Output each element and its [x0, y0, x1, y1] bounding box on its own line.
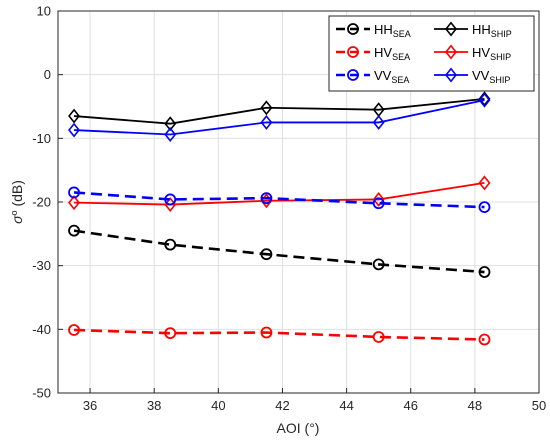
- data-point-circle: [260, 248, 273, 261]
- data-point-diamond: [68, 122, 81, 138]
- legend-label-subscript: SEA: [392, 52, 410, 62]
- data-point-diamond: [478, 92, 491, 108]
- series-line: [73, 191, 485, 209]
- series-line: [73, 99, 485, 136]
- data-point-circle: [478, 266, 491, 278]
- legend-label-subscript: SHIP: [491, 29, 512, 39]
- legend-entry: HHSEA: [336, 22, 411, 39]
- x-tick-label: 46: [403, 398, 417, 413]
- legend-label-subscript: SHIP: [490, 52, 511, 62]
- y-axis-label: σo (dB): [9, 180, 25, 224]
- data-point-circle: [260, 326, 273, 339]
- series-vv-ship: [68, 92, 491, 142]
- series-hv-sea: [68, 324, 491, 346]
- y-tick-label: 0: [44, 67, 51, 82]
- data-point-diamond: [372, 191, 385, 207]
- y-tick-label: -50: [32, 386, 51, 401]
- series-line: [73, 97, 485, 125]
- y-axis-label-unit: (dB): [9, 180, 25, 210]
- series-layer: [68, 91, 491, 346]
- legend-marker-diamond: [445, 67, 457, 83]
- x-axis: 36 38 40 42 44 46 48 50: [83, 388, 546, 413]
- legend-label: HHSHIP: [472, 22, 512, 39]
- x-axis-label: AOI (°): [277, 420, 320, 436]
- legend-label-name: HH: [472, 22, 491, 37]
- legend-entry: HVSHIP: [434, 44, 511, 62]
- legend-label: HVSHIP: [472, 45, 511, 62]
- legend-label-subscript: SEA: [393, 29, 411, 39]
- data-point-circle: [260, 192, 273, 205]
- data-point-diamond: [68, 195, 81, 211]
- legend-entry: HHSHIP: [434, 21, 512, 39]
- y-tick-label: -20: [32, 195, 51, 210]
- y-axis-label-sup: o: [9, 210, 19, 215]
- y-tick-label: 10: [37, 4, 51, 19]
- data-point-circle: [68, 324, 80, 336]
- legend-marker-diamond: [445, 44, 457, 60]
- x-tick-label: 38: [147, 398, 161, 413]
- legend-box: [328, 15, 535, 92]
- legend-label: HHSEA: [374, 22, 411, 39]
- legend-marker-diamond: [445, 21, 457, 37]
- data-point-diamond: [478, 175, 491, 191]
- legend-label-name: VV: [374, 68, 392, 83]
- legend-entry: HVSEA: [336, 45, 410, 62]
- legend-label: VVSHIP: [472, 68, 510, 85]
- legend-marker-circle: [347, 46, 359, 58]
- data-point-circle: [372, 331, 385, 343]
- data-point-diamond: [260, 100, 273, 116]
- data-point-diamond: [164, 127, 177, 142]
- data-point-circle: [68, 186, 80, 199]
- x-tick-label: 40: [211, 398, 225, 413]
- data-point-circle: [68, 224, 80, 237]
- series-line: [73, 229, 485, 274]
- legend-label-name: HV: [472, 45, 490, 60]
- legend-entry: VVSEA: [336, 68, 409, 85]
- legend-entry: VVSHIP: [434, 67, 510, 85]
- y-axis-label-symbol: σ: [9, 215, 25, 224]
- data-point-diamond: [372, 114, 385, 130]
- data-point-circle: [164, 327, 177, 340]
- legend-label: VVSEA: [374, 68, 409, 85]
- legend-label-subscript: SEA: [391, 75, 409, 85]
- y-axis: 10 0 -10 -20 -30 -40 -50: [32, 4, 63, 401]
- y-tick-label: -30: [32, 258, 51, 273]
- data-point-circle: [372, 197, 385, 210]
- x-tick-label: 48: [468, 398, 482, 413]
- data-point-circle: [478, 201, 491, 213]
- series-line: [73, 328, 485, 341]
- legend-label-subscript: SHIP: [489, 75, 510, 85]
- data-point-circle: [478, 333, 491, 346]
- data-point-circle: [164, 238, 177, 251]
- legend-marker-circle: [347, 23, 359, 35]
- data-point-diamond: [164, 116, 177, 132]
- series-line: [74, 182, 485, 206]
- x-tick-label: 36: [83, 398, 97, 413]
- y-tick-label: -10: [32, 131, 51, 146]
- x-tick-label: 50: [532, 398, 546, 413]
- series-vv-sea: [68, 186, 491, 213]
- series-hh-sea: [68, 224, 491, 278]
- y-tick-label: -40: [32, 322, 51, 337]
- legend-label-name: VV: [472, 68, 490, 83]
- legend-marker-circle: [347, 69, 359, 81]
- legend-label-name: HV: [374, 45, 392, 60]
- x-tick-label: 44: [339, 398, 353, 413]
- data-point-diamond: [260, 114, 273, 130]
- legend-label: HVSEA: [374, 45, 410, 62]
- data-point-diamond: [68, 108, 81, 124]
- data-point-circle: [164, 193, 177, 206]
- legend-label-name: HH: [374, 22, 393, 37]
- x-tick-label: 42: [275, 398, 289, 413]
- data-point-circle: [372, 258, 385, 271]
